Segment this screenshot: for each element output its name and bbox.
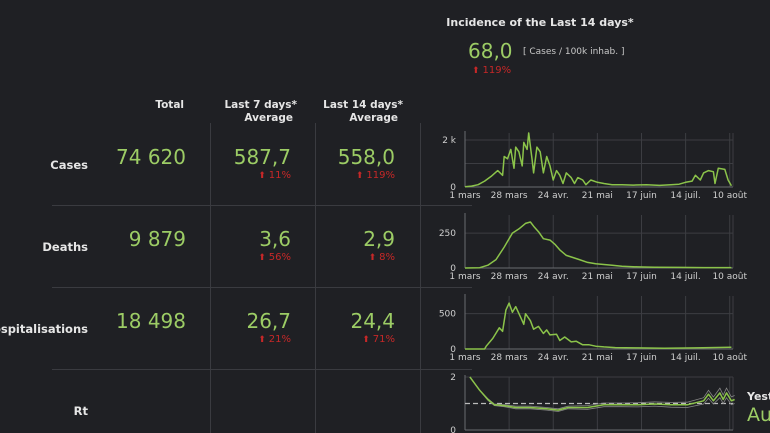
cases-chg14: ⬆ 119% xyxy=(355,170,395,181)
arrow-up-icon: ⬆ xyxy=(355,171,364,181)
x-tick-label: 17 juin xyxy=(626,191,657,201)
hosp-total: 18 498 xyxy=(116,309,186,333)
arrow-up-icon: ⬆ xyxy=(258,335,266,345)
cases-chg7: ⬆ 11% xyxy=(258,170,291,181)
hospitalisations-series-line xyxy=(465,302,732,350)
x-tick-label: 21 mai xyxy=(582,191,613,201)
rt-chart: 02 xyxy=(450,373,735,433)
x-tick-label: 14 juil. xyxy=(670,191,700,201)
x-tick-label: 28 mars xyxy=(491,272,528,282)
x-tick-label: 17 juin xyxy=(626,272,657,282)
incidence-title: Incidence of the Last 14 days* xyxy=(446,16,634,29)
incidence-value: 68,0 xyxy=(468,39,513,63)
hosp-avg14: 24,4 xyxy=(350,309,395,333)
x-tick-label: 10 août xyxy=(712,353,747,363)
row-label-rt: Rt xyxy=(73,404,88,418)
x-tick-label: 21 mai xyxy=(582,272,613,282)
cases-series-line xyxy=(464,132,733,188)
x-tick-label: 14 juil. xyxy=(670,353,700,363)
y-tick-label: 500 xyxy=(439,310,456,320)
x-tick-label: 28 mars xyxy=(491,353,528,363)
x-tick-label: 21 mai xyxy=(582,353,613,363)
deaths-series-line xyxy=(464,221,732,269)
cases-total: 74 620 xyxy=(116,145,186,169)
rt-upper-bound xyxy=(469,376,735,410)
column-divider xyxy=(420,123,421,433)
incidence-change: ⬆ 119% xyxy=(472,65,512,76)
deaths-chg7: ⬆ 56% xyxy=(258,252,291,263)
y-tick-label: 2 k xyxy=(442,136,457,146)
cases-chart: 0 2 k 1 mars 28 mars 24 avr. 21 mai 17 juin 14 … xyxy=(442,131,747,201)
arrow-up-icon: ⬆ xyxy=(258,171,266,181)
x-tick-label: 1 mars xyxy=(449,191,481,201)
y-tick-label: 2 xyxy=(450,373,456,383)
deaths-chg14: ⬆ 8% xyxy=(368,252,395,263)
x-tick-label: 17 juin xyxy=(626,353,657,363)
hospitalisations-chart: 0 500 1 mars 28 mars 24 avr. 21 mai 17 juin 14 … xyxy=(439,294,747,363)
header-last7: Last 7 days* Average xyxy=(224,99,297,124)
x-tick-label: 24 avr. xyxy=(538,272,569,282)
deaths-total: 9 879 xyxy=(128,227,186,251)
x-tick-label: 24 avr. xyxy=(538,353,569,363)
row-divider xyxy=(52,205,472,206)
column-divider xyxy=(315,123,316,433)
cases-avg7: 587,7 xyxy=(233,145,291,169)
incidence-unit: [ Cases / 100k inhab. ] xyxy=(523,47,625,57)
arrow-up-icon: ⬆ xyxy=(362,335,370,345)
x-tick-label: 1 mars xyxy=(449,353,481,363)
rt-lower-bound xyxy=(469,376,735,412)
x-tick-label: 14 juil. xyxy=(670,272,700,282)
cases-avg14: 558,0 xyxy=(337,145,395,169)
deaths-avg7: 3,6 xyxy=(259,227,291,251)
hosp-avg7: 26,7 xyxy=(246,309,291,333)
x-tick-label: 10 août xyxy=(712,191,747,201)
arrow-up-icon: ⬆ xyxy=(258,253,266,263)
x-tick-label: 24 avr. xyxy=(538,191,569,201)
deaths-avg14: 2,9 xyxy=(363,227,395,251)
header-last14: Last 14 days* Average xyxy=(323,99,403,124)
rt-side-value: Au xyxy=(747,404,770,426)
header-total: Total xyxy=(155,99,184,111)
arrow-up-icon: ⬆ xyxy=(368,253,377,263)
row-divider xyxy=(52,287,472,288)
row-label-deaths: Deaths xyxy=(42,240,88,254)
row-divider xyxy=(52,369,472,370)
arrow-up-icon: ⬆ xyxy=(472,66,480,76)
column-divider xyxy=(210,123,211,433)
y-tick-label: 0 xyxy=(450,183,456,193)
row-label-cases: Cases xyxy=(50,158,88,172)
row-label-hospitalisations: Hospitalisations xyxy=(0,322,88,336)
hosp-chg14: ⬆ 71% xyxy=(362,334,395,345)
rt-series-line xyxy=(469,376,735,411)
hosp-chg7: ⬆ 21% xyxy=(258,334,291,345)
rt-side-label: Yeste xyxy=(747,390,770,403)
x-tick-label: 28 mars xyxy=(491,191,528,201)
y-tick-label: 250 xyxy=(439,229,456,239)
y-tick-label: 0 xyxy=(450,345,456,355)
y-tick-label: 0 xyxy=(450,264,456,274)
x-tick-label: 10 août xyxy=(712,272,747,282)
deaths-chart: 0 250 1 mars 28 mars 24 avr. 21 mai 17 juin 14 … xyxy=(439,213,747,282)
x-tick-label: 1 mars xyxy=(449,272,481,282)
y-tick-label: 0 xyxy=(450,426,456,433)
